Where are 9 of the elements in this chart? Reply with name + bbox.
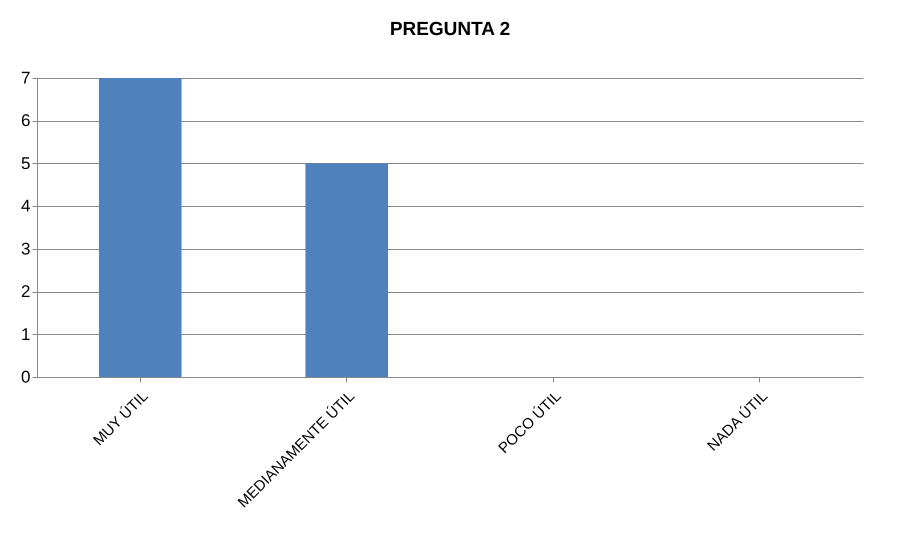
y-tick-label: 0 xyxy=(21,368,30,386)
y-tick-label: 4 xyxy=(21,196,30,216)
y-tick-label: 2 xyxy=(21,282,30,302)
chart-title: PREGUNTA 2 xyxy=(390,19,510,40)
y-tick-label: 1 xyxy=(21,324,30,344)
y-tick-label: 3 xyxy=(21,239,30,258)
y-tick-label: 5 xyxy=(21,154,30,173)
y-tick-label: 6 xyxy=(21,111,30,130)
y-tick-label: 7 xyxy=(21,68,30,88)
